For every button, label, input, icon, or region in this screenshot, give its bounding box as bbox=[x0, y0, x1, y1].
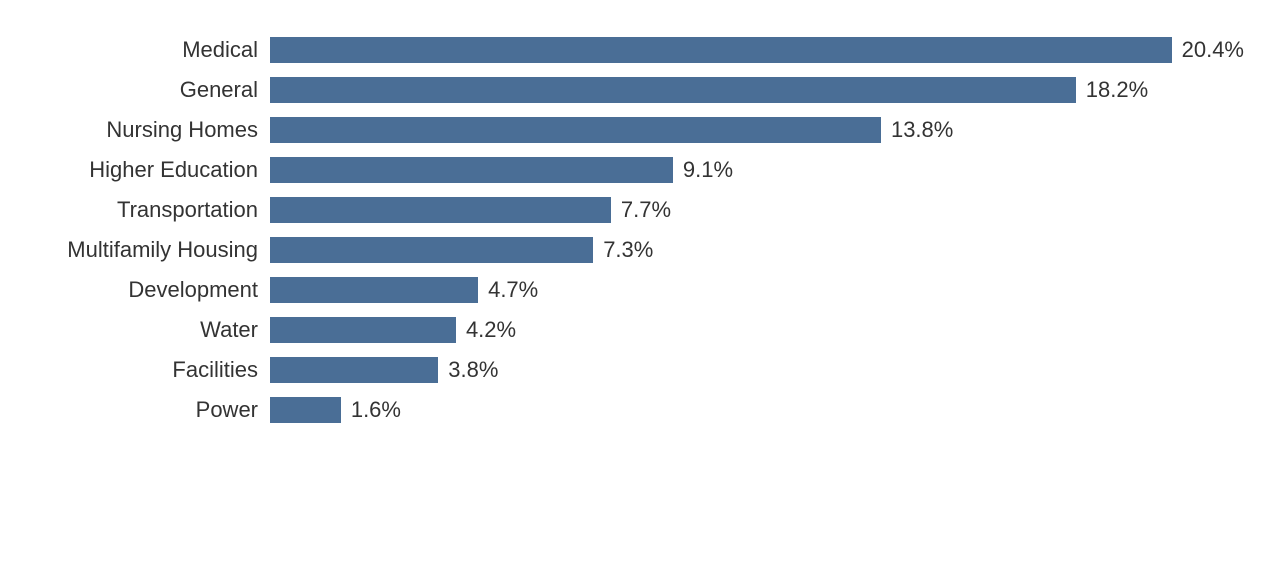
bar bbox=[270, 317, 456, 343]
bar bbox=[270, 397, 341, 423]
bar bbox=[270, 37, 1172, 63]
value-label: 7.7% bbox=[611, 197, 671, 223]
chart-row: Power 1.6% bbox=[40, 390, 1244, 430]
value-label: 4.2% bbox=[456, 317, 516, 343]
bar-area: 9.1% bbox=[270, 150, 1244, 190]
chart-row: Multifamily Housing 7.3% bbox=[40, 230, 1244, 270]
category-label: Facilities bbox=[40, 357, 270, 383]
bar bbox=[270, 77, 1076, 103]
value-label: 7.3% bbox=[593, 237, 653, 263]
bar bbox=[270, 357, 438, 383]
bar-area: 20.4% bbox=[270, 30, 1244, 70]
category-label: Transportation bbox=[40, 197, 270, 223]
category-label: Medical bbox=[40, 37, 270, 63]
value-label: 18.2% bbox=[1076, 77, 1148, 103]
category-label: Nursing Homes bbox=[40, 117, 270, 143]
bar bbox=[270, 197, 611, 223]
horizontal-bar-chart: Medical 20.4% General 18.2% Nursing Homes 13.… bbox=[0, 0, 1284, 460]
bar bbox=[270, 157, 673, 183]
value-label: 4.7% bbox=[478, 277, 538, 303]
bar bbox=[270, 277, 478, 303]
bar-area: 4.7% bbox=[270, 270, 1244, 310]
value-label: 20.4% bbox=[1172, 37, 1244, 63]
bar-area: 4.2% bbox=[270, 310, 1244, 350]
bar-area: 7.3% bbox=[270, 230, 1244, 270]
category-label: Power bbox=[40, 397, 270, 423]
chart-row: Development 4.7% bbox=[40, 270, 1244, 310]
bar-area: 18.2% bbox=[270, 70, 1244, 110]
category-label: General bbox=[40, 77, 270, 103]
chart-row: Water 4.2% bbox=[40, 310, 1244, 350]
chart-row: Higher Education 9.1% bbox=[40, 150, 1244, 190]
value-label: 3.8% bbox=[438, 357, 498, 383]
bar-area: 7.7% bbox=[270, 190, 1244, 230]
bar-area: 3.8% bbox=[270, 350, 1244, 390]
chart-row: Transportation 7.7% bbox=[40, 190, 1244, 230]
value-label: 9.1% bbox=[673, 157, 733, 183]
chart-row: Facilities 3.8% bbox=[40, 350, 1244, 390]
category-label: Multifamily Housing bbox=[40, 237, 270, 263]
value-label: 13.8% bbox=[881, 117, 953, 143]
category-label: Water bbox=[40, 317, 270, 343]
chart-row: General 18.2% bbox=[40, 70, 1244, 110]
chart-row: Nursing Homes 13.8% bbox=[40, 110, 1244, 150]
bar bbox=[270, 117, 881, 143]
bar-area: 1.6% bbox=[270, 390, 1244, 430]
chart-row: Medical 20.4% bbox=[40, 30, 1244, 70]
category-label: Development bbox=[40, 277, 270, 303]
bar-area: 13.8% bbox=[270, 110, 1244, 150]
bar bbox=[270, 237, 593, 263]
value-label: 1.6% bbox=[341, 397, 401, 423]
category-label: Higher Education bbox=[40, 157, 270, 183]
